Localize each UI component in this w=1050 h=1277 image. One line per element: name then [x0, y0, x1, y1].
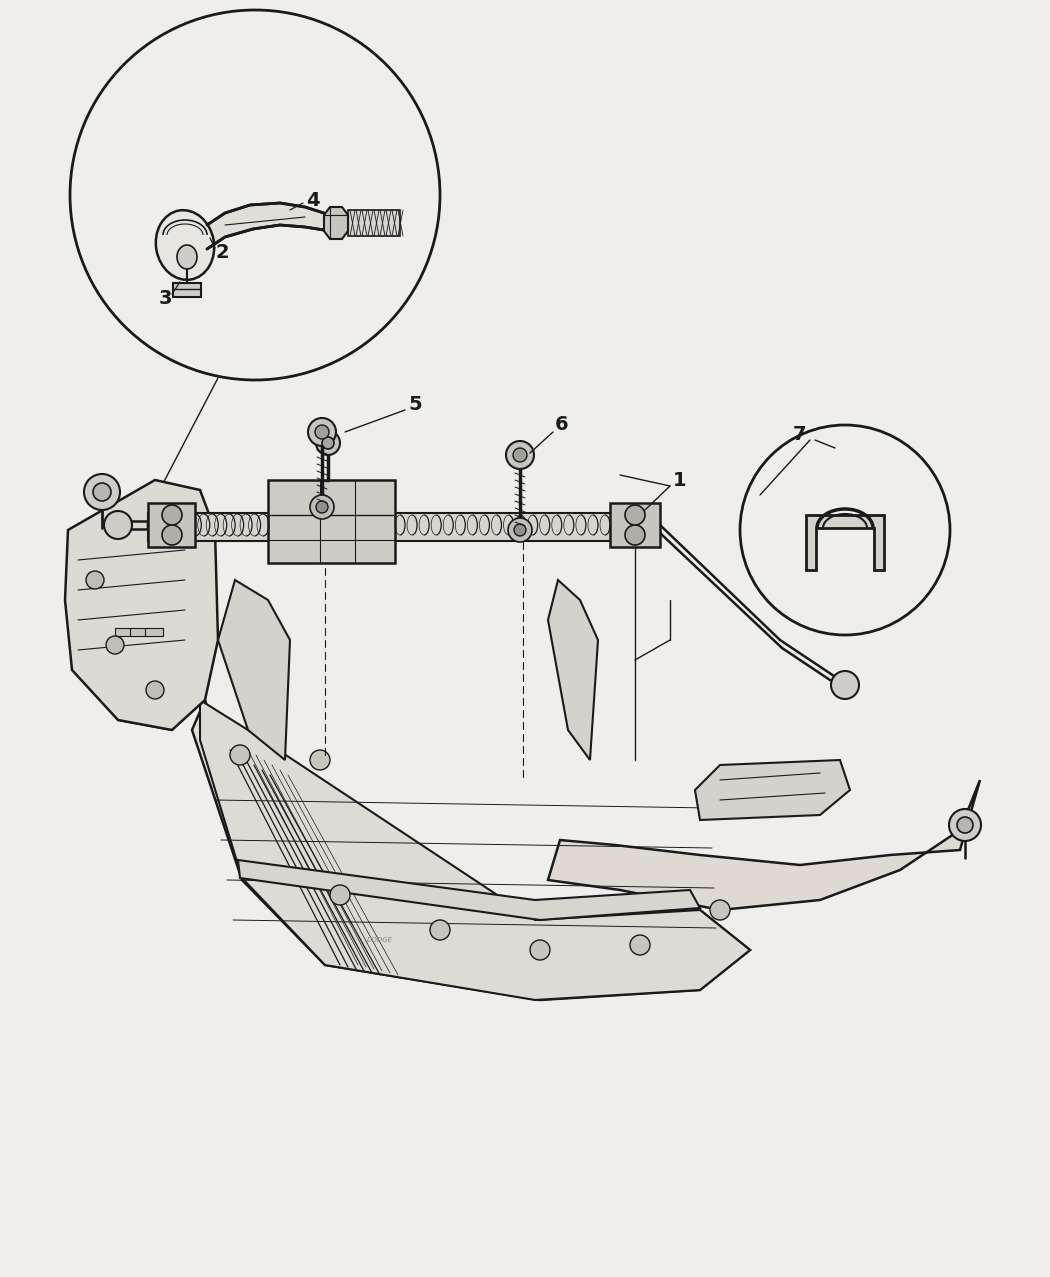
Polygon shape [207, 203, 330, 249]
Bar [145, 628, 163, 636]
Circle shape [322, 437, 334, 450]
Circle shape [162, 504, 182, 525]
Polygon shape [65, 480, 218, 730]
Polygon shape [268, 480, 395, 563]
Ellipse shape [177, 245, 197, 269]
Circle shape [508, 518, 532, 541]
Circle shape [513, 448, 527, 462]
Text: 7: 7 [793, 425, 806, 444]
Text: 3: 3 [159, 289, 172, 308]
Text: DODGE: DODGE [368, 937, 393, 942]
Circle shape [162, 525, 182, 545]
Circle shape [710, 900, 730, 919]
Circle shape [93, 483, 111, 501]
Text: 4: 4 [307, 190, 320, 209]
Circle shape [630, 935, 650, 955]
Circle shape [230, 744, 250, 765]
Circle shape [316, 432, 340, 455]
Polygon shape [68, 550, 218, 730]
Circle shape [106, 636, 124, 654]
Polygon shape [324, 207, 348, 239]
Circle shape [310, 495, 334, 518]
Circle shape [308, 418, 336, 446]
Circle shape [104, 511, 132, 539]
Text: 6: 6 [555, 415, 569, 434]
Text: 2: 2 [215, 243, 229, 262]
Text: 5: 5 [408, 396, 422, 415]
Polygon shape [218, 580, 290, 760]
Polygon shape [200, 700, 750, 1000]
Bar [148, 513, 619, 541]
Polygon shape [238, 859, 700, 919]
Circle shape [530, 940, 550, 960]
Circle shape [146, 681, 164, 699]
Ellipse shape [155, 211, 214, 280]
Bar [348, 209, 400, 236]
Text: 1: 1 [673, 470, 687, 489]
Bar [116, 628, 133, 636]
Polygon shape [173, 283, 201, 298]
Polygon shape [548, 580, 598, 760]
Bar [130, 628, 148, 636]
Circle shape [625, 504, 645, 525]
Circle shape [957, 817, 973, 833]
Polygon shape [148, 503, 195, 547]
Circle shape [740, 425, 950, 635]
Circle shape [316, 501, 328, 513]
Circle shape [514, 524, 526, 536]
Circle shape [949, 810, 981, 842]
Circle shape [70, 10, 440, 381]
Circle shape [506, 441, 534, 469]
Polygon shape [806, 515, 884, 570]
Circle shape [430, 919, 450, 940]
Polygon shape [695, 760, 850, 820]
Polygon shape [192, 700, 750, 1000]
Polygon shape [548, 780, 980, 911]
Circle shape [84, 474, 120, 510]
Circle shape [86, 571, 104, 589]
Circle shape [330, 885, 350, 905]
Circle shape [831, 670, 859, 699]
Circle shape [310, 750, 330, 770]
Circle shape [315, 425, 329, 439]
Polygon shape [610, 503, 660, 547]
Circle shape [625, 525, 645, 545]
